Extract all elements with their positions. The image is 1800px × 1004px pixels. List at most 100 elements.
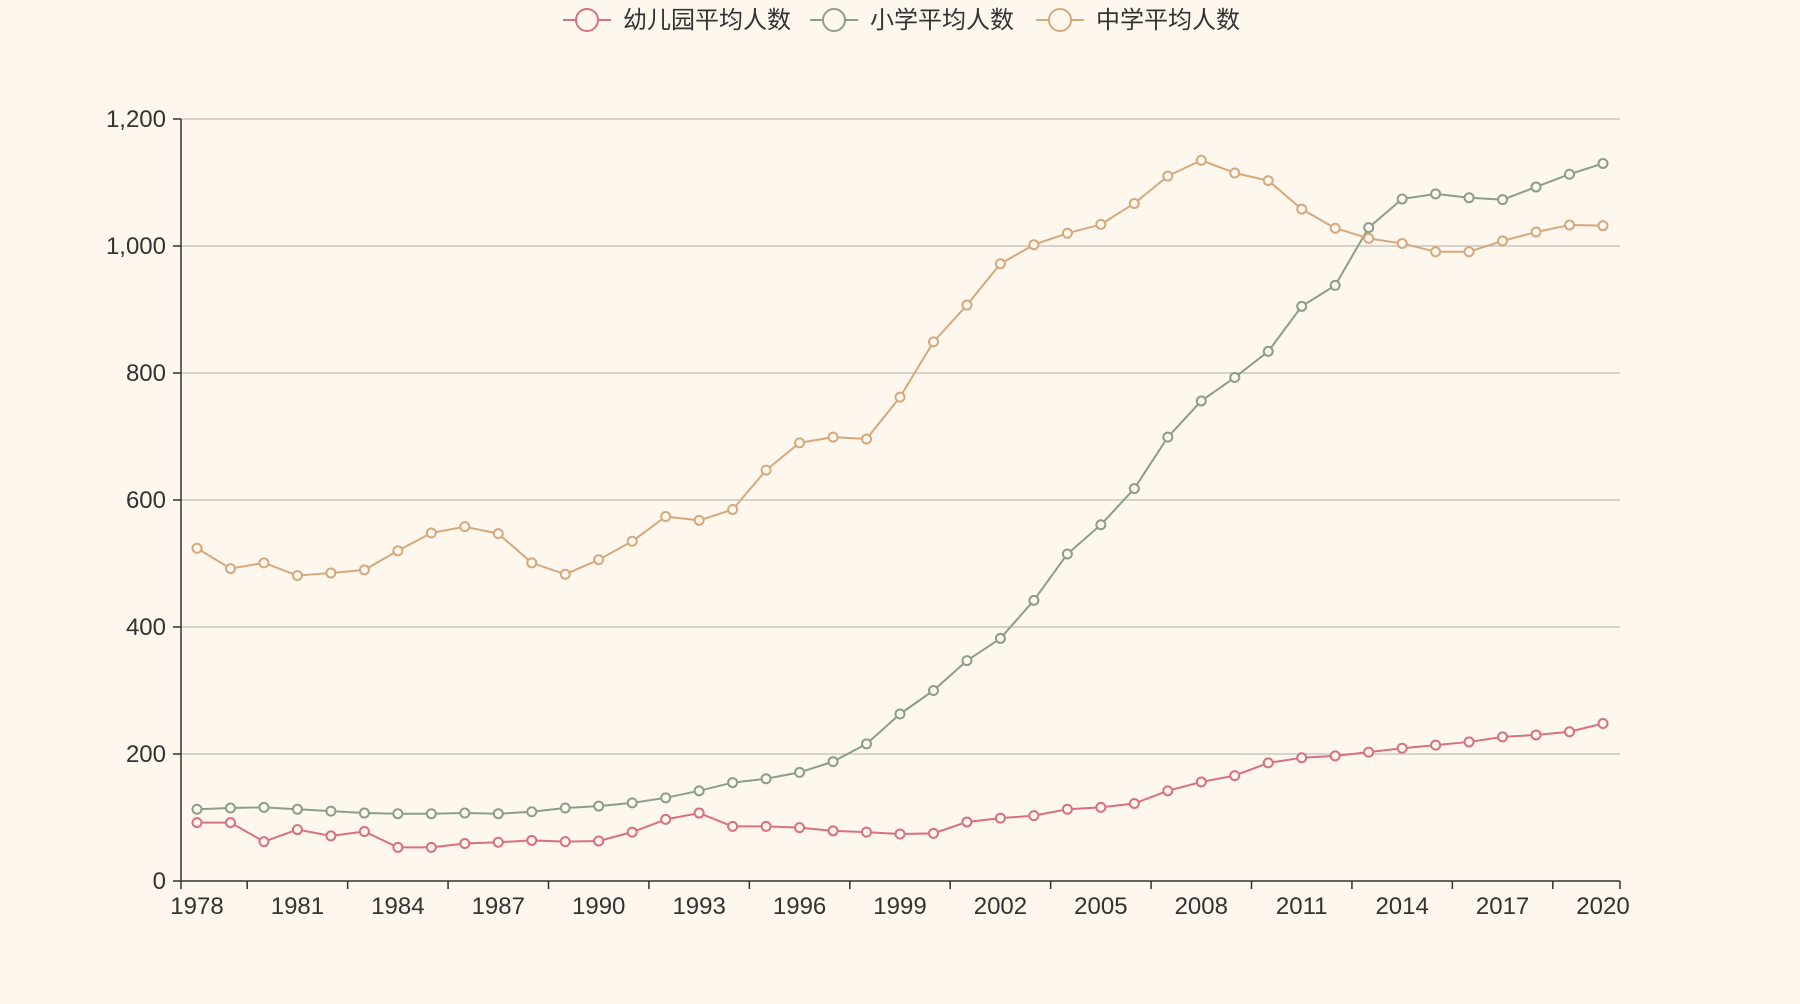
data-point[interactable] [1262, 757, 1274, 769]
data-point[interactable] [291, 803, 303, 815]
data-point[interactable] [894, 391, 906, 403]
data-point[interactable] [1229, 770, 1241, 782]
data-point[interactable] [1128, 197, 1140, 209]
data-point[interactable] [1564, 219, 1576, 231]
data-point[interactable] [961, 299, 973, 311]
data-point[interactable] [1497, 731, 1509, 743]
legend-item[interactable]: 幼儿园平均人数 [563, 6, 791, 34]
data-point[interactable] [1028, 810, 1040, 822]
data-point[interactable] [358, 807, 370, 819]
data-point[interactable] [1530, 181, 1542, 193]
data-point[interactable] [593, 835, 605, 847]
data-point[interactable] [760, 820, 772, 832]
data-point[interactable] [1195, 395, 1207, 407]
data-point[interactable] [927, 336, 939, 348]
data-point[interactable] [1195, 776, 1207, 788]
data-point[interactable] [526, 806, 538, 818]
data-point[interactable] [994, 258, 1006, 270]
data-point[interactable] [358, 825, 370, 837]
data-point[interactable] [1262, 175, 1274, 187]
data-point[interactable] [492, 528, 504, 540]
data-point[interactable] [961, 655, 973, 667]
data-point[interactable] [1095, 519, 1107, 531]
data-point[interactable] [794, 437, 806, 449]
data-point[interactable] [1229, 167, 1241, 179]
data-point[interactable] [593, 554, 605, 566]
data-point[interactable] [1363, 232, 1375, 244]
data-point[interactable] [626, 535, 638, 547]
data-point[interactable] [291, 570, 303, 582]
data-point[interactable] [1396, 193, 1408, 205]
data-point[interactable] [1430, 246, 1442, 258]
data-point[interactable] [693, 785, 705, 797]
data-point[interactable] [927, 685, 939, 696]
data-point[interactable] [325, 567, 337, 579]
data-point[interactable] [1396, 237, 1408, 249]
data-point[interactable] [1597, 718, 1609, 730]
data-point[interactable] [1028, 594, 1040, 606]
data-point[interactable] [894, 708, 906, 720]
data-point[interactable] [258, 801, 270, 813]
data-point[interactable] [1128, 483, 1140, 495]
data-point[interactable] [794, 766, 806, 778]
data-point[interactable] [1430, 739, 1442, 751]
data-point[interactable] [325, 805, 337, 817]
data-point[interactable] [459, 838, 471, 850]
data-point[interactable] [1363, 222, 1375, 234]
data-point[interactable] [559, 568, 571, 580]
data-point[interactable] [1329, 279, 1341, 291]
data-point[interactable] [1564, 726, 1576, 738]
data-point[interactable] [459, 521, 471, 533]
data-point[interactable] [660, 511, 672, 523]
data-point[interactable] [861, 826, 873, 838]
data-point[interactable] [827, 825, 839, 837]
data-point[interactable] [861, 738, 873, 750]
data-point[interactable] [459, 807, 471, 819]
legend-item[interactable]: 小学平均人数 [810, 6, 1014, 34]
data-point[interactable] [861, 433, 873, 445]
data-point[interactable] [559, 802, 571, 814]
data-point[interactable] [224, 802, 236, 814]
data-point[interactable] [626, 826, 638, 838]
data-point[interactable] [1363, 746, 1375, 758]
data-point[interactable] [1430, 188, 1442, 200]
data-point[interactable] [1497, 235, 1509, 247]
data-point[interactable] [1597, 157, 1609, 169]
data-point[interactable] [660, 813, 672, 825]
data-point[interactable] [1229, 371, 1241, 383]
data-point[interactable] [425, 808, 437, 820]
data-point[interactable] [1296, 300, 1308, 312]
data-point[interactable] [526, 557, 538, 569]
data-point[interactable] [1162, 431, 1174, 443]
data-point[interactable] [1262, 345, 1274, 357]
data-point[interactable] [1095, 218, 1107, 230]
data-point[interactable] [1296, 752, 1308, 764]
data-point[interactable] [760, 773, 772, 785]
data-point[interactable] [224, 817, 236, 829]
data-point[interactable] [1162, 170, 1174, 182]
data-point[interactable] [1329, 222, 1341, 234]
data-point[interactable] [994, 632, 1006, 644]
data-point[interactable] [994, 812, 1006, 824]
data-point[interactable] [693, 514, 705, 526]
data-point[interactable] [1095, 801, 1107, 813]
data-point[interactable] [224, 563, 236, 575]
data-point[interactable] [760, 464, 772, 476]
data-point[interactable] [1329, 750, 1341, 762]
data-point[interactable] [1597, 220, 1609, 232]
data-point[interactable] [1463, 192, 1475, 204]
data-point[interactable] [191, 542, 203, 554]
data-point[interactable] [593, 800, 605, 812]
data-point[interactable] [425, 841, 437, 853]
data-point[interactable] [727, 504, 739, 516]
data-point[interactable] [693, 807, 705, 819]
data-point[interactable] [258, 836, 270, 848]
data-point[interactable] [660, 792, 672, 804]
data-point[interactable] [1061, 227, 1073, 239]
data-point[interactable] [1396, 742, 1408, 754]
data-point[interactable] [358, 564, 370, 576]
data-point[interactable] [1128, 798, 1140, 810]
data-point[interactable] [727, 777, 739, 789]
data-point[interactable] [1463, 246, 1475, 258]
data-point[interactable] [392, 545, 404, 557]
